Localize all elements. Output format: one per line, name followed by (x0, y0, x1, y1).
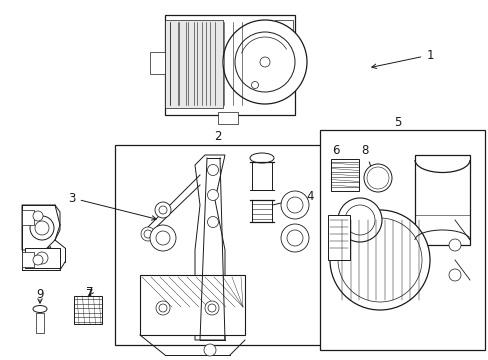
Circle shape (150, 225, 176, 251)
Text: 2: 2 (214, 130, 221, 143)
Text: 5: 5 (393, 116, 401, 129)
Circle shape (207, 304, 216, 312)
Circle shape (363, 164, 391, 192)
Circle shape (141, 227, 155, 241)
Circle shape (281, 191, 308, 219)
Bar (74, 296, 102, 324)
Bar (22, 252, 34, 267)
Bar (274, 20, 292, 32)
Bar (330, 159, 358, 191)
Ellipse shape (249, 153, 273, 163)
Polygon shape (22, 205, 60, 250)
Bar (319, 130, 484, 350)
Circle shape (35, 221, 49, 235)
Circle shape (159, 304, 167, 312)
Circle shape (156, 231, 170, 245)
Circle shape (143, 230, 152, 238)
Bar (164, 20, 223, 108)
Bar (327, 215, 349, 260)
Circle shape (33, 211, 43, 221)
Circle shape (36, 252, 48, 264)
Circle shape (337, 198, 381, 242)
Bar (251, 200, 271, 222)
Circle shape (159, 206, 167, 214)
Bar (251, 162, 271, 190)
Circle shape (156, 301, 170, 315)
Circle shape (448, 269, 460, 281)
Circle shape (207, 165, 218, 176)
Bar (25, 248, 60, 268)
Text: 3: 3 (68, 192, 156, 220)
Circle shape (286, 230, 303, 246)
Circle shape (207, 189, 218, 201)
Circle shape (155, 202, 171, 218)
Circle shape (251, 81, 258, 89)
Circle shape (286, 197, 303, 213)
Circle shape (30, 216, 54, 240)
Circle shape (448, 239, 460, 251)
Text: 10: 10 (27, 231, 52, 250)
Bar (36, 313, 44, 333)
Circle shape (223, 20, 306, 104)
Circle shape (203, 344, 216, 356)
Circle shape (369, 170, 385, 186)
Polygon shape (195, 155, 224, 340)
Circle shape (345, 205, 374, 235)
Bar (414, 155, 469, 245)
Text: 1: 1 (371, 49, 433, 68)
Circle shape (207, 216, 218, 228)
Circle shape (260, 57, 269, 67)
Bar (140, 275, 244, 335)
Text: 7: 7 (86, 287, 94, 300)
Circle shape (366, 167, 388, 189)
Text: 9: 9 (36, 288, 43, 302)
Bar (22, 210, 34, 225)
Bar (150, 52, 164, 74)
Bar (164, 15, 294, 115)
Circle shape (235, 32, 294, 92)
Text: 8: 8 (361, 144, 377, 183)
Circle shape (337, 218, 421, 302)
Text: 4: 4 (255, 189, 313, 210)
Bar (115, 145, 325, 345)
Circle shape (329, 210, 429, 310)
Bar (218, 112, 238, 124)
Text: 6: 6 (331, 144, 345, 181)
Ellipse shape (33, 306, 47, 312)
Text: 7: 7 (86, 288, 94, 302)
Circle shape (281, 224, 308, 252)
Circle shape (204, 301, 219, 315)
Circle shape (33, 255, 43, 265)
